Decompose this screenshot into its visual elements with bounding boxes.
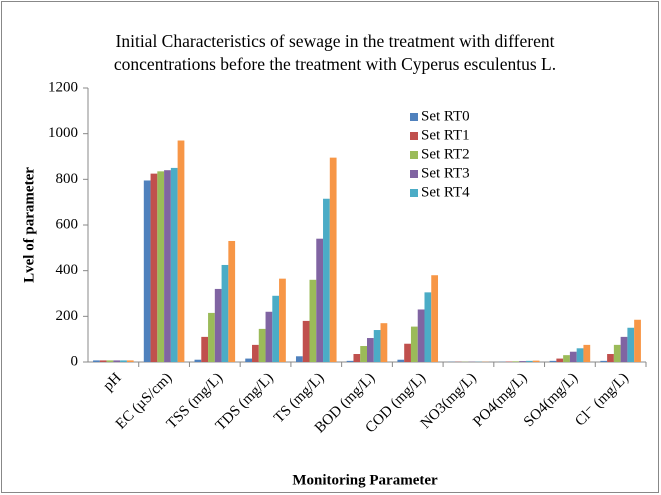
bar	[367, 338, 374, 362]
chart-title: Initial Characteristics of sewage in the…	[113, 31, 557, 74]
bar	[532, 360, 540, 362]
bar	[519, 361, 526, 362]
bar	[228, 240, 236, 362]
bar	[634, 319, 641, 362]
bar	[380, 323, 388, 362]
bar	[397, 359, 405, 362]
bar	[170, 167, 178, 362]
bar	[563, 355, 570, 362]
bar	[99, 360, 107, 362]
bar	[404, 343, 411, 362]
bar	[627, 327, 635, 362]
bar	[272, 295, 280, 362]
bar	[93, 360, 100, 362]
bar	[126, 360, 134, 362]
bar	[424, 292, 432, 362]
bar	[360, 346, 367, 362]
bar	[157, 171, 165, 362]
bar	[295, 356, 303, 362]
bar	[431, 275, 439, 362]
bar	[410, 326, 418, 362]
y-tick-label: 1000	[48, 125, 78, 141]
bar	[309, 279, 317, 362]
y-axis-title: Lvel of parameter	[21, 167, 37, 283]
bar	[583, 344, 591, 362]
bar	[194, 359, 202, 362]
legend-label: Set RT1	[421, 127, 470, 143]
bar	[150, 173, 158, 362]
bar	[214, 288, 222, 362]
bar	[353, 354, 361, 362]
y-tick-label: 400	[56, 262, 79, 278]
bar	[576, 348, 584, 362]
bar	[201, 336, 209, 362]
bar	[525, 360, 533, 362]
bar	[607, 354, 614, 362]
bar	[164, 170, 171, 362]
bar	[417, 309, 425, 362]
bar	[302, 320, 310, 362]
bar	[252, 344, 259, 362]
bar	[600, 360, 608, 362]
bar	[258, 328, 266, 362]
legend-label: Set RT4	[421, 184, 470, 200]
bar	[113, 360, 121, 362]
bar	[329, 157, 337, 362]
y-tick-label: 200	[56, 308, 79, 324]
legend-swatch	[410, 189, 418, 197]
bar	[346, 360, 354, 362]
x-axis-title: Monitoring Parameter	[292, 472, 438, 488]
bar	[620, 336, 628, 362]
bar	[265, 311, 273, 362]
legend-label: Set RT2	[421, 146, 470, 162]
bar	[120, 360, 127, 362]
bar	[556, 358, 564, 362]
bar	[208, 312, 215, 362]
legend-swatch	[410, 132, 418, 140]
bar	[613, 344, 621, 362]
bar	[512, 361, 520, 362]
legend-swatch	[410, 151, 418, 159]
bar	[373, 330, 381, 362]
bar	[177, 140, 185, 362]
y-tick-label: 800	[56, 171, 79, 187]
legend-swatch	[410, 113, 418, 121]
legend-label: Set RT3	[421, 165, 470, 181]
bar	[279, 278, 286, 362]
legend-label: Set RT0	[421, 108, 470, 124]
y-tick-label: 0	[71, 353, 79, 369]
y-tick-label: 600	[56, 216, 79, 232]
bar	[316, 238, 324, 362]
legend-swatch	[410, 170, 418, 178]
bar	[245, 358, 253, 362]
bar	[569, 351, 577, 362]
bar	[549, 360, 557, 362]
bar	[106, 360, 114, 362]
bar	[323, 198, 330, 362]
bar	[221, 264, 229, 362]
y-tick-label: 1200	[48, 79, 78, 95]
bar	[143, 180, 151, 362]
